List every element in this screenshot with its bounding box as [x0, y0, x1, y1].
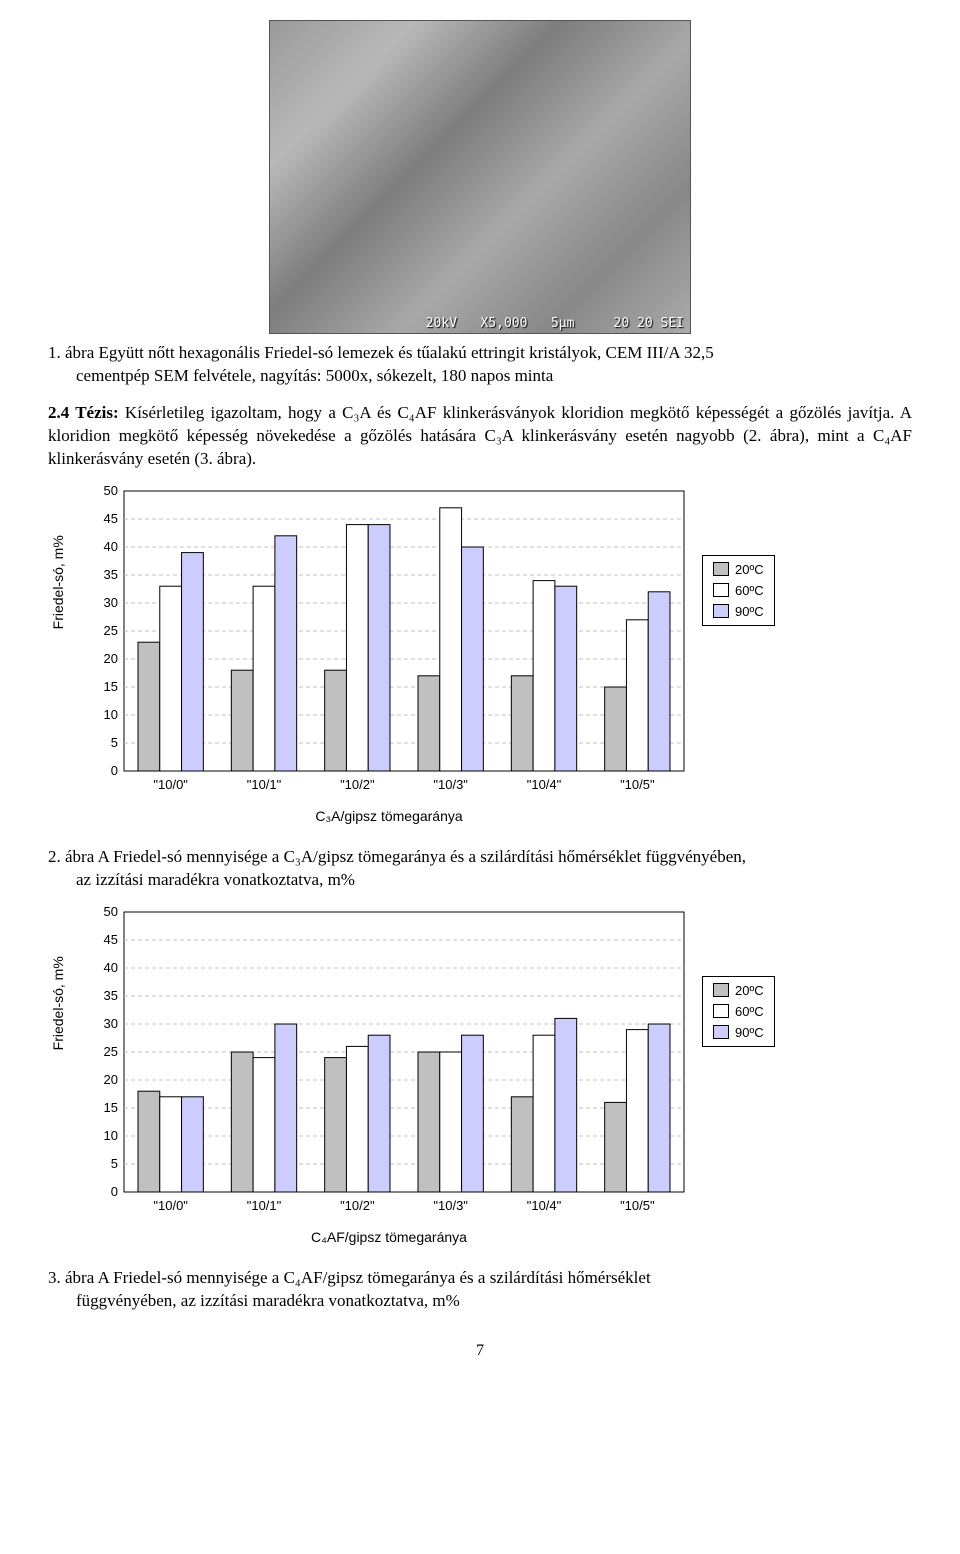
chart-1-svg: 0 5 10 15 20 25 30 35 40 45 50 "10/0" "10/1" "10/2" "1…	[88, 485, 690, 799]
caption-text: A Friedel-só mennyisége a C₃A/gipsz töme…	[98, 847, 746, 866]
svg-text:"10/3": "10/3"	[433, 1198, 468, 1213]
svg-text:"10/1": "10/1"	[247, 1198, 282, 1213]
caption-text: cementpép SEM felvétele, nagyítás: 5000x…	[76, 366, 553, 385]
legend-item-60c: 60ºC	[713, 1004, 764, 1019]
svg-text:"10/5": "10/5"	[620, 777, 655, 792]
svg-text:5: 5	[111, 1156, 118, 1171]
figure-3-caption: 3. ábra A Friedel-só mennyisége a C₄AF/g…	[48, 1267, 912, 1313]
thesis-body: Kísérletileg igazoltam, hogy a C₃A és C₄…	[48, 403, 912, 468]
svg-text:"10/3": "10/3"	[433, 777, 468, 792]
caption-text: Együtt nőtt hexagonális Friedel-só lemez…	[99, 343, 714, 362]
svg-text:25: 25	[104, 623, 118, 638]
chart-2-legend: 20ºC 60ºC 90ºC	[702, 976, 775, 1047]
svg-text:50: 50	[104, 906, 118, 919]
svg-text:30: 30	[104, 595, 118, 610]
svg-text:20: 20	[104, 651, 118, 666]
legend-item-90c: 90ºC	[713, 604, 764, 619]
thesis-paragraph: 2.4 Tézis: Kísérletileg igazoltam, hogy …	[48, 402, 912, 471]
svg-text:10: 10	[104, 1128, 118, 1143]
svg-text:25: 25	[104, 1044, 118, 1059]
svg-text:"10/1": "10/1"	[247, 777, 282, 792]
svg-text:45: 45	[104, 511, 118, 526]
thesis-label: 2.4 Tézis:	[48, 403, 119, 422]
legend-item-60c: 60ºC	[713, 583, 764, 598]
svg-text:40: 40	[104, 539, 118, 554]
legend-swatch	[713, 562, 729, 576]
sem-info-bar: 20kV X5,000 5µm 20 20 SEI	[426, 316, 684, 331]
svg-text:"10/0": "10/0"	[153, 777, 188, 792]
chart-1-xlabel: C₃A/gipsz tömegaránya	[88, 808, 690, 824]
svg-text:50: 50	[104, 485, 118, 498]
svg-text:"10/4": "10/4"	[527, 777, 562, 792]
legend-swatch	[713, 1004, 729, 1018]
svg-text:0: 0	[111, 1184, 118, 1199]
svg-text:15: 15	[104, 1100, 118, 1115]
legend-label: 20ºC	[735, 562, 764, 577]
legend-item-90c: 90ºC	[713, 1025, 764, 1040]
svg-text:"10/4": "10/4"	[527, 1198, 562, 1213]
svg-text:35: 35	[104, 567, 118, 582]
svg-text:30: 30	[104, 1016, 118, 1031]
legend-swatch	[713, 1025, 729, 1039]
legend-swatch	[713, 583, 729, 597]
svg-text:"10/5": "10/5"	[620, 1198, 655, 1213]
chart-2-svg: 0 5 10 15 20 25 30 35 40 45 50 "10/0" "10/1" "10/2" "1…	[88, 906, 690, 1220]
legend-label: 60ºC	[735, 1004, 764, 1019]
sem-micrograph: 20kV X5,000 5µm 20 20 SEI	[269, 20, 691, 334]
legend-item-20c: 20ºC	[713, 983, 764, 998]
chart-2-ylabel: Friedel-só, m%	[50, 956, 66, 1050]
legend-swatch	[713, 983, 729, 997]
caption-text: függvényében, az izzítási maradékra vona…	[76, 1291, 460, 1310]
legend-label: 20ºC	[735, 983, 764, 998]
svg-text:10: 10	[104, 707, 118, 722]
caption-prefix: 3. ábra	[48, 1268, 98, 1287]
svg-text:35: 35	[104, 988, 118, 1003]
legend-label: 90ºC	[735, 1025, 764, 1040]
chart-2: Friedel-só, m% 05101520253035404550"10/0…	[88, 906, 690, 1255]
svg-text:5: 5	[111, 735, 118, 750]
svg-text:20: 20	[104, 1072, 118, 1087]
legend-label: 90ºC	[735, 604, 764, 619]
figure-1-caption: 1. ábra Együtt nőtt hexagonális Friedel-…	[48, 342, 912, 388]
svg-text:"10/2": "10/2"	[340, 777, 375, 792]
chart-1-ylabel: Friedel-só, m%	[50, 535, 66, 629]
chart-2-xlabel: C₄AF/gipsz tömegaránya	[88, 1229, 690, 1245]
svg-text:45: 45	[104, 932, 118, 947]
legend-label: 60ºC	[735, 583, 764, 598]
chart-1: Friedel-só, m% 05101520253035404550"10/0…	[88, 485, 690, 834]
svg-text:0: 0	[111, 763, 118, 778]
caption-prefix: 2. ábra	[48, 847, 98, 866]
svg-text:"10/2": "10/2"	[340, 1198, 375, 1213]
legend-item-20c: 20ºC	[713, 562, 764, 577]
figure-2-caption: 2. ábra A Friedel-só mennyisége a C₃A/gi…	[48, 846, 912, 892]
caption-text: A Friedel-só mennyisége a C₄AF/gipsz töm…	[98, 1268, 651, 1287]
svg-text:40: 40	[104, 960, 118, 975]
page-number: 7	[48, 1342, 912, 1360]
caption-prefix: 1. ábra	[48, 343, 99, 362]
caption-text: az izzítási maradékra vonatkoztatva, m%	[76, 870, 355, 889]
chart-1-legend: 20ºC 60ºC 90ºC	[702, 555, 775, 626]
svg-text:"10/0": "10/0"	[153, 1198, 188, 1213]
legend-swatch	[713, 604, 729, 618]
svg-text:15: 15	[104, 679, 118, 694]
